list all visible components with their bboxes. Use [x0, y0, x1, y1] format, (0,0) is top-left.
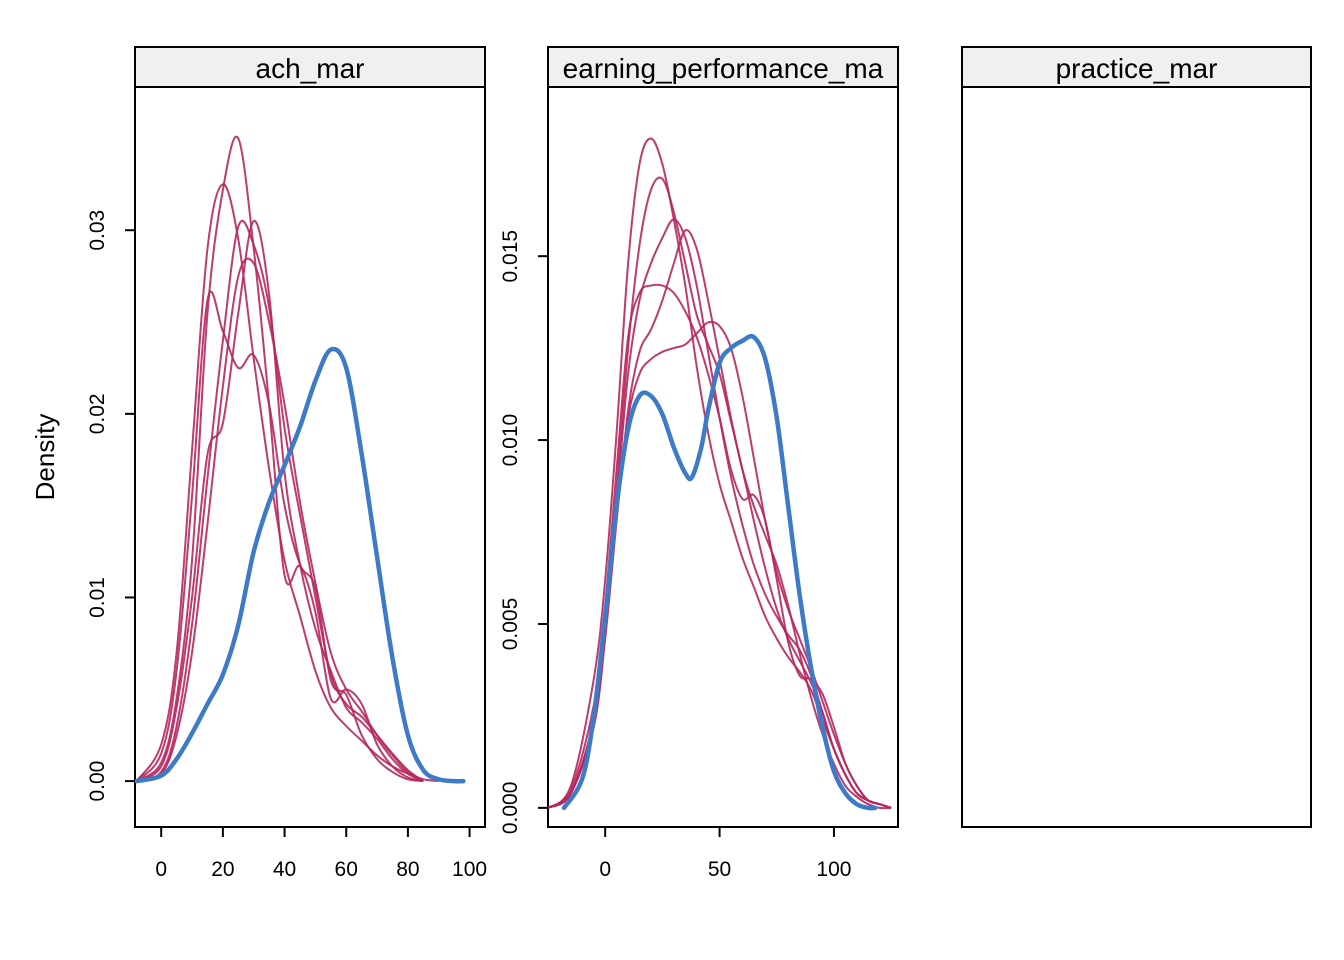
panel-3: practice_mar: [961, 46, 1312, 828]
x-tick-label: 100: [452, 858, 487, 881]
panel-frame: [961, 86, 1312, 828]
panel-strip-label: earning_performance_ma: [563, 53, 884, 84]
y-tick-label: 0.00: [86, 761, 109, 802]
x-tick-label: 0: [155, 858, 167, 881]
panel-strip: [547, 46, 899, 88]
panel-frame: [547, 86, 899, 828]
series-group: [548, 137, 892, 811]
panel-strip-label: ach_mar: [256, 53, 365, 84]
y-tick-label: 0.02: [86, 393, 109, 434]
panel-strip: [961, 46, 1312, 88]
x-tick-label: 40: [273, 858, 296, 881]
imputed-density-line-2: [135, 290, 424, 783]
x-tick-label: 80: [396, 858, 419, 881]
y-tick-label: 0.000: [499, 782, 522, 835]
imputed-density-line-1: [548, 137, 892, 809]
imputed-density-line-1: [135, 183, 439, 783]
y-axis-label: Density: [30, 414, 60, 501]
panel-strip: [134, 46, 486, 88]
x-tick-label: 0: [599, 858, 611, 881]
panel-frame: [134, 86, 486, 828]
imputed-density-line-5: [136, 219, 424, 783]
observed-density-line: [135, 346, 466, 784]
x-tick-label: 60: [335, 858, 358, 881]
y-tick-label: 0.03: [86, 210, 109, 251]
imputed-density-line-4: [135, 219, 424, 783]
x-tick-label: 50: [708, 858, 731, 881]
imputed-density-line-5: [548, 320, 892, 809]
y-tick-label: 0.01: [86, 577, 109, 618]
panel-1: ach_mar 0 20 40 60 80 100 0.00 0.01 0.02 0.03: [86, 46, 487, 881]
imputed-density-line-6: [136, 257, 424, 783]
observed-density-line: [561, 333, 878, 811]
series-group: [135, 135, 466, 784]
imputed-density-line-4: [548, 229, 892, 810]
imputed-density-line-3: [548, 176, 892, 809]
imputed-density-line-6: [548, 218, 892, 809]
x-tick-label: 100: [816, 858, 851, 881]
panel-2: earning_performance_ma 0 50 100 0.000 0.005 0.…: [499, 46, 899, 881]
panels: ach_mar 0 20 40 60 80 100 0.00 0.01 0.02 0.03 earni…: [86, 46, 1312, 881]
y-tick-label: 0.005: [499, 598, 522, 651]
panel-strip-label: practice_mar: [1056, 53, 1218, 84]
y-tick-label: 0.010: [499, 414, 522, 467]
x-tick-label: 20: [211, 858, 234, 881]
y-tick-label: 0.015: [499, 230, 522, 283]
